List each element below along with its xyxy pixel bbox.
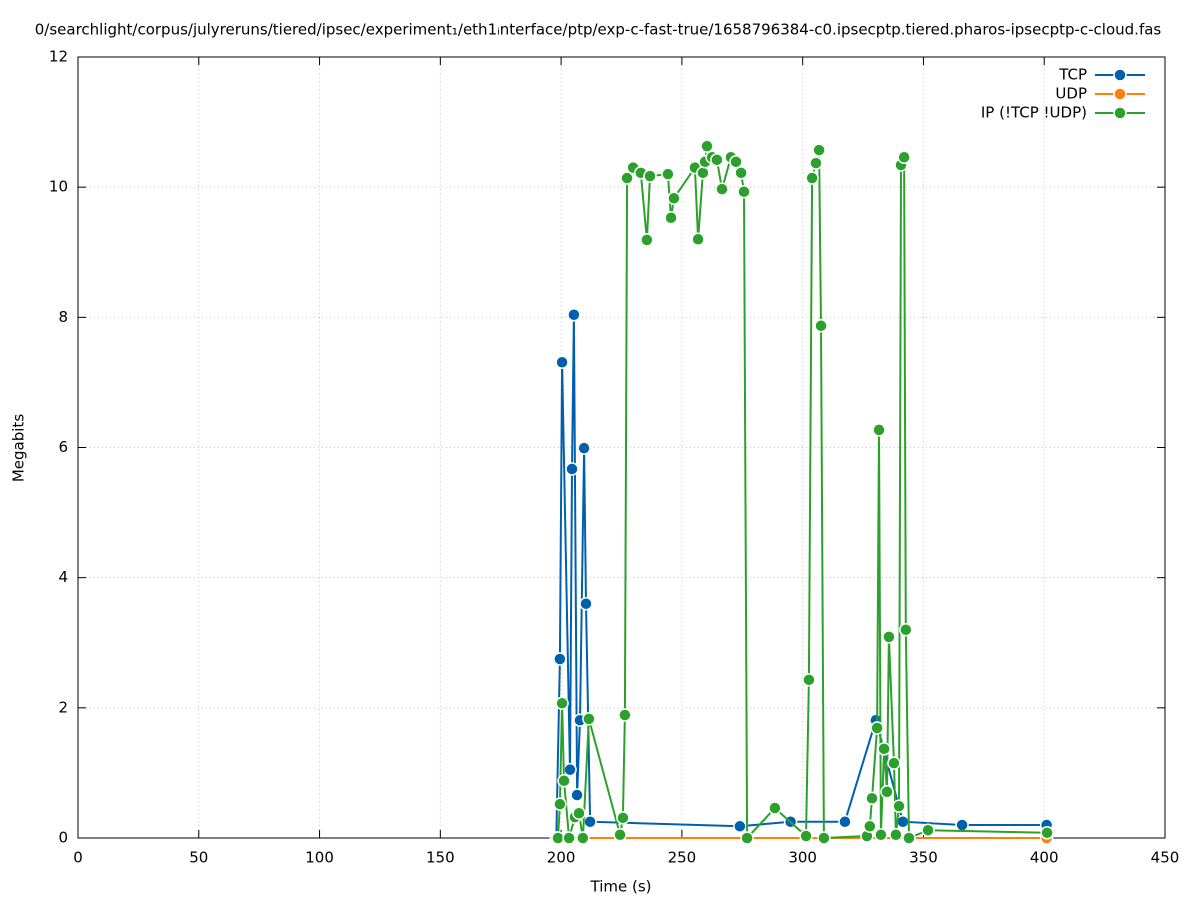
data-point [870,721,884,735]
data-point [1040,826,1054,840]
data-point [887,756,901,770]
y-axis-label: Megabits [10,414,28,482]
data-point [802,673,816,687]
data-point [563,762,577,777]
data-point [691,232,705,246]
chart-title: 0/searchlight/corpus/julyreruns/tiered/i… [35,21,1162,39]
x-axis-label: Time (s) [590,878,652,896]
data-point [555,696,569,711]
data-point [768,801,782,815]
data-point [696,166,710,180]
data-point [553,652,567,666]
data-point [899,622,913,637]
data-point [565,462,579,476]
data-point [579,596,593,611]
y-tick-label: 2 [58,698,68,716]
data-point [889,827,903,842]
data-point [882,630,896,644]
legend-label: UDP [1055,85,1087,103]
data-point [737,184,751,199]
data-point [572,806,586,821]
data-point [582,712,596,726]
data-point [740,831,754,845]
x-tick-label: 50 [189,849,208,867]
data-point [643,169,657,183]
y-tick-label: 12 [49,48,68,66]
data-point [715,182,729,196]
data-point [555,355,569,369]
data-point [567,307,581,322]
data-point [620,171,634,185]
data-point [838,814,852,829]
data-point [700,139,714,153]
y-tick-label: 0 [58,829,68,847]
data-point [613,827,627,842]
data-point [892,799,906,813]
data-point [809,156,823,170]
x-tick-label: 400 [1030,849,1059,867]
data-point [812,143,826,157]
x-tick-label: 350 [909,849,938,867]
plot-border [77,56,1166,839]
data-point [557,773,571,788]
data-point [729,155,743,169]
legend-marker [1113,87,1127,101]
y-tick-label: 10 [49,178,68,196]
data-point [814,319,828,333]
legend-marker [1113,68,1127,82]
legend-label: IP (!TCP !UDP) [981,104,1087,122]
data-point [667,191,681,205]
series-line [555,314,1047,839]
y-tick-label: 6 [58,438,68,456]
x-tick-label: 150 [426,849,455,867]
data-point [817,831,831,845]
data-point [921,823,935,837]
x-tick-label: 250 [668,849,697,867]
data-point [661,167,675,181]
x-tick-label: 200 [547,849,576,867]
data-point [897,150,911,164]
data-point [551,831,565,845]
y-tick-label: 8 [58,308,68,326]
y-tick-label: 4 [58,568,68,586]
data-point [576,831,590,845]
data-point [955,818,969,832]
data-point [902,831,916,845]
legend-marker [1113,106,1127,120]
data-point [710,153,724,167]
x-tick-label: 300 [788,849,817,867]
x-tick-label: 0 [73,849,83,867]
data-point [733,819,747,834]
data-point [734,166,748,180]
data-point [664,211,678,225]
data-point [618,708,632,722]
data-point [874,827,888,842]
x-tick-label: 450 [1151,849,1180,867]
data-point [877,742,891,756]
x-tick-label: 100 [305,849,334,867]
data-point [872,423,886,437]
data-point [553,797,567,811]
data-point [640,233,654,247]
series [551,139,1054,845]
legend-label: TCP [1058,66,1087,84]
data-point [570,788,584,802]
data-point [562,831,576,845]
data-point [799,829,813,843]
data-point [577,441,591,455]
data-point [805,171,819,185]
data-point [865,791,879,806]
data-point [616,811,630,825]
data-point [880,785,894,799]
data-point [863,819,877,834]
data-point [583,814,597,829]
